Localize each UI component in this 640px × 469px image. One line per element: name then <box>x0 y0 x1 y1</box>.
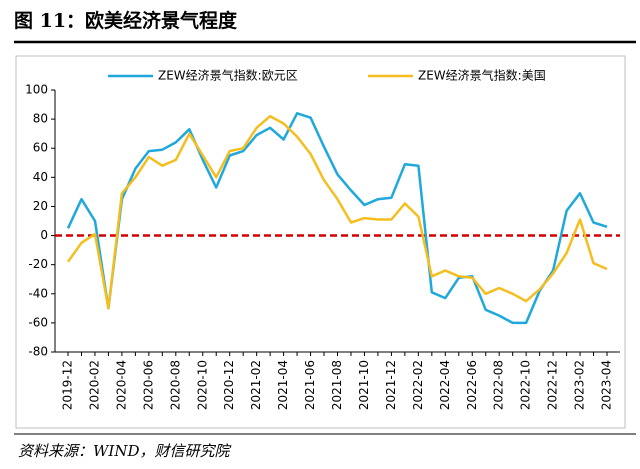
x-tick-label: 2022-04 <box>438 360 452 410</box>
x-tick-label: 2021-06 <box>303 360 317 410</box>
x-tick-label: 2022-12 <box>546 360 560 410</box>
x-tick-label: 2019-12 <box>61 360 75 410</box>
x-tick-label: 2022-08 <box>492 360 506 410</box>
x-tick-label: 2021-04 <box>276 360 290 410</box>
series-line <box>66 112 608 325</box>
x-tick-label: 2020-08 <box>168 360 182 410</box>
y-tick-label: 20 <box>33 199 48 213</box>
x-tick-label: 2022-02 <box>411 360 425 410</box>
y-tick-label: 60 <box>33 141 48 155</box>
y-tick-label: -20 <box>28 257 48 271</box>
y-tick-label: 40 <box>33 170 48 184</box>
x-tick-label: 2020-10 <box>195 360 209 410</box>
x-tick-label: 2023-04 <box>600 360 614 410</box>
y-tick-label: 0 <box>40 228 48 242</box>
legend-label: ZEW经济景气指数:美国 <box>418 68 546 83</box>
series-line <box>66 114 608 310</box>
source: 资料来源：WIND，财信研究院 <box>18 442 231 460</box>
legend-label: ZEW经济景气指数:欧元区 <box>158 68 298 83</box>
x-tick-label: 2023-02 <box>573 360 587 410</box>
x-tick-label: 2021-12 <box>384 360 398 410</box>
y-tick-label: 100 <box>25 83 48 97</box>
chart-frame <box>15 55 626 429</box>
x-tick-label: 2021-02 <box>249 360 263 410</box>
x-tick-label: 2021-10 <box>357 360 371 410</box>
x-tick-label: 2022-06 <box>465 360 479 410</box>
y-tick-label: -60 <box>28 315 48 329</box>
x-tick-label: 2020-02 <box>87 360 101 410</box>
x-tick-label: 2021-08 <box>330 360 344 410</box>
y-tick-label: -80 <box>28 345 48 359</box>
x-tick-label: 2022-10 <box>519 360 533 410</box>
x-tick-label: 2020-06 <box>141 360 155 410</box>
x-tick-label: 2020-12 <box>222 360 236 410</box>
x-tick-label: 2020-04 <box>114 360 128 410</box>
chart-title: 图 11：欧美经济景气程度 <box>14 9 238 32</box>
y-tick-label: -40 <box>28 286 48 300</box>
y-tick-label: 80 <box>33 112 48 126</box>
